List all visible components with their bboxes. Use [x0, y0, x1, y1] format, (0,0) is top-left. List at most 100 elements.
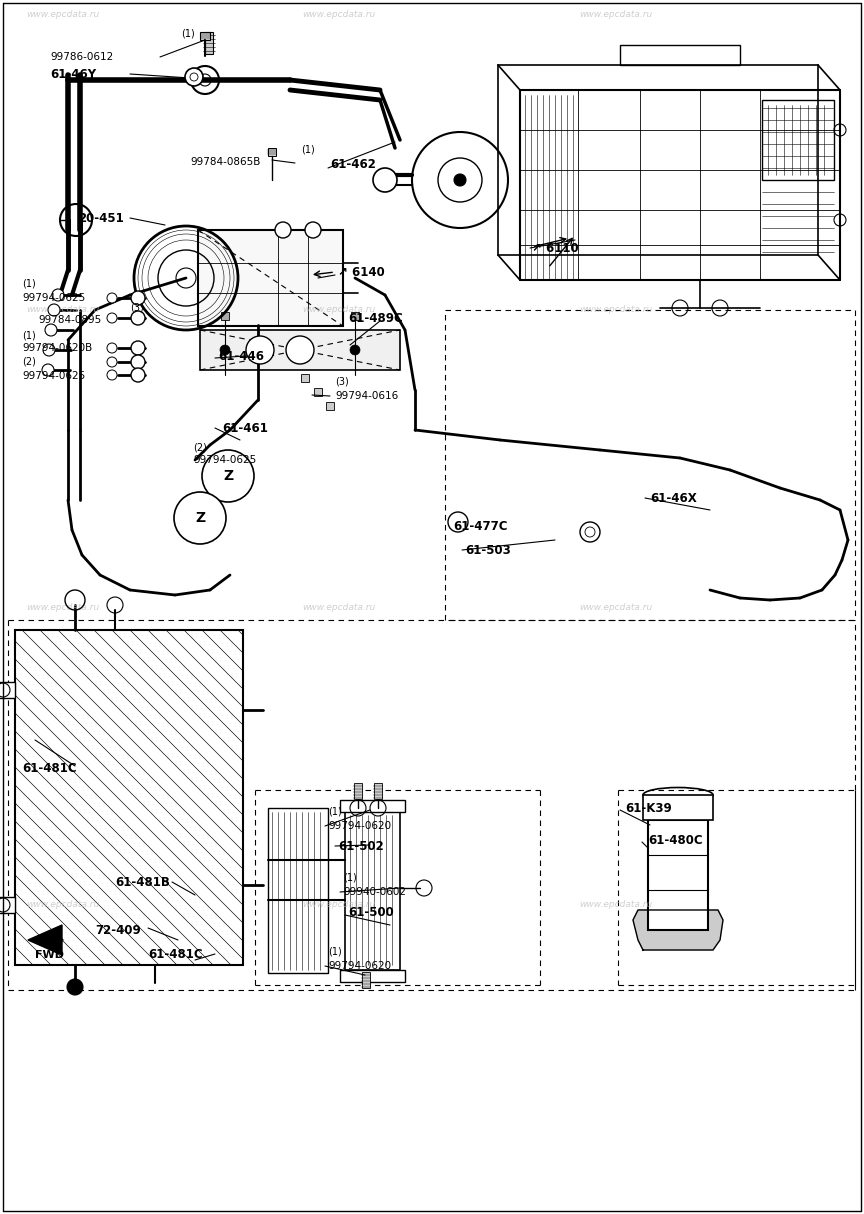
Circle shape [42, 364, 54, 376]
Circle shape [131, 354, 145, 369]
Text: www.epcdata.ru: www.epcdata.ru [302, 900, 376, 909]
Text: ↗ 6140: ↗ 6140 [338, 266, 384, 278]
Text: www.epcdata.ru: www.epcdata.ru [26, 602, 99, 612]
Bar [221, 312, 229, 320]
Text: 99784-0865B: 99784-0865B [190, 157, 260, 168]
Bar [326, 402, 334, 410]
Circle shape [107, 293, 117, 304]
Text: 61-481B: 61-481B [115, 877, 170, 890]
Bar [268, 148, 276, 157]
Text: 61-461: 61-461 [222, 421, 268, 435]
Circle shape [131, 368, 145, 382]
Text: 61-462: 61-462 [330, 159, 376, 171]
Text: 99794-0620: 99794-0620 [328, 821, 391, 832]
Text: 61-K39: 61-K39 [625, 801, 671, 815]
Circle shape [350, 345, 360, 354]
Bar [15, 630, 243, 965]
Circle shape [107, 344, 117, 353]
Text: www.epcdata.ru: www.epcdata.ru [26, 305, 99, 314]
Text: 99794-0616: 99794-0616 [335, 391, 398, 401]
Bar [351, 312, 359, 320]
Circle shape [174, 492, 226, 544]
Text: 61-481C: 61-481C [22, 761, 77, 775]
Text: 99794-0625: 99794-0625 [22, 293, 86, 304]
Text: (1): (1) [22, 279, 35, 289]
Circle shape [107, 313, 117, 323]
Text: 99794-0620B: 99794-0620B [22, 344, 92, 353]
Circle shape [52, 289, 64, 301]
Text: (1): (1) [302, 144, 314, 155]
Text: 99786-0612: 99786-0612 [50, 52, 113, 62]
Text: 61-477C: 61-477C [453, 520, 507, 533]
Circle shape [67, 978, 83, 995]
Circle shape [107, 357, 117, 367]
Text: 61-46X: 61-46X [650, 492, 696, 505]
Bar [301, 374, 309, 382]
Bar [0, 897, 15, 913]
Text: 20-451: 20-451 [78, 211, 124, 225]
Circle shape [580, 522, 600, 541]
Text: ↗ 6110: ↗ 6110 [532, 242, 579, 255]
Bar [362, 972, 370, 988]
Text: FWD: FWD [35, 951, 65, 960]
Text: (3): (3) [335, 378, 349, 387]
Polygon shape [633, 910, 723, 951]
Bar [762, 100, 834, 180]
Text: (1): (1) [328, 807, 342, 817]
Bar [200, 32, 210, 40]
Polygon shape [28, 925, 62, 955]
Text: 61-502: 61-502 [338, 840, 384, 853]
Bar [374, 783, 382, 799]
Circle shape [454, 174, 466, 186]
Text: (1): (1) [181, 28, 195, 38]
Text: (1): (1) [328, 947, 342, 957]
Text: 99784-0895: 99784-0895 [38, 314, 101, 325]
Text: www.epcdata.ru: www.epcdata.ru [579, 10, 652, 19]
Circle shape [48, 304, 60, 316]
Text: 99940-0602: 99940-0602 [343, 887, 406, 897]
Text: www.epcdata.ru: www.epcdata.ru [579, 305, 652, 314]
Text: 61-481C: 61-481C [148, 948, 203, 961]
Circle shape [202, 450, 254, 503]
Text: (1): (1) [343, 873, 357, 883]
Bar [648, 819, 708, 930]
Bar [200, 330, 400, 370]
Ellipse shape [648, 810, 708, 830]
Text: www.epcdata.ru: www.epcdata.ru [579, 602, 652, 612]
Bar [345, 810, 400, 970]
Circle shape [45, 324, 57, 336]
Circle shape [131, 341, 145, 354]
Text: 72-409: 72-409 [95, 924, 141, 936]
Text: 61-503: 61-503 [465, 544, 511, 556]
Text: 99794-0620: 99794-0620 [328, 961, 391, 971]
Bar [340, 800, 405, 812]
Text: www.epcdata.ru: www.epcdata.ru [302, 602, 376, 612]
Circle shape [131, 291, 145, 305]
Circle shape [275, 222, 291, 238]
Circle shape [373, 168, 397, 192]
Bar [340, 970, 405, 982]
Text: 61-446: 61-446 [218, 350, 264, 363]
Text: 61-46Y: 61-46Y [50, 68, 96, 81]
Text: www.epcdata.ru: www.epcdata.ru [579, 900, 652, 909]
Circle shape [448, 512, 468, 532]
Circle shape [43, 344, 55, 356]
Bar [268, 809, 328, 972]
Bar [314, 388, 322, 396]
Text: (2): (2) [193, 442, 206, 452]
Bar [354, 783, 362, 799]
Ellipse shape [643, 788, 713, 802]
Bar [643, 795, 713, 819]
Circle shape [185, 68, 203, 86]
Bar [620, 45, 740, 66]
Text: 99794-0625: 99794-0625 [22, 371, 86, 381]
Circle shape [286, 336, 314, 364]
Circle shape [220, 345, 230, 354]
Text: 61-480C: 61-480C [648, 834, 702, 846]
Text: www.epcdata.ru: www.epcdata.ru [26, 900, 99, 909]
Text: 99794-0625: 99794-0625 [193, 455, 257, 465]
Text: www.epcdata.ru: www.epcdata.ru [302, 305, 376, 314]
Text: (1): (1) [22, 330, 35, 340]
Text: www.epcdata.ru: www.epcdata.ru [302, 10, 376, 19]
Circle shape [131, 311, 145, 325]
